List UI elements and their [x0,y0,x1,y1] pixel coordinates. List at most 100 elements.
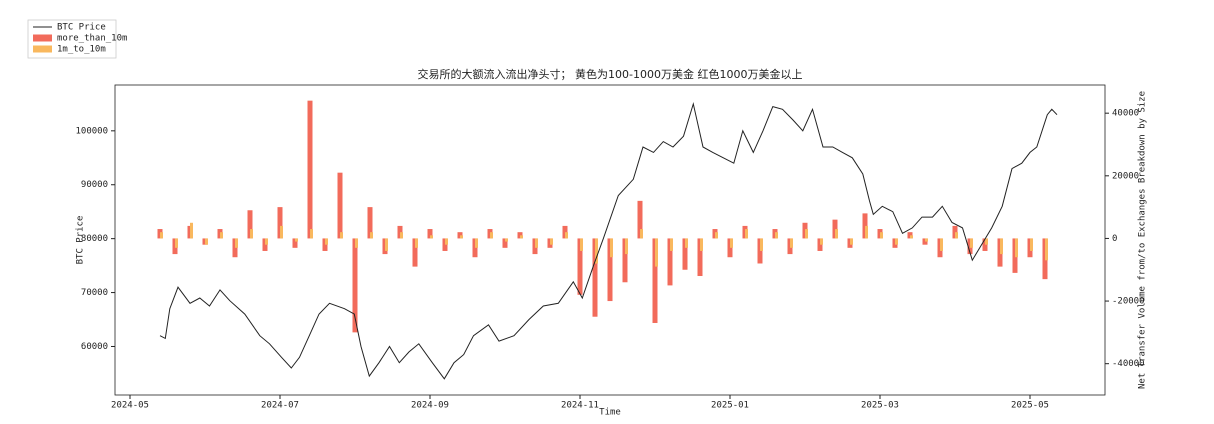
y-tick-label: 70000 [81,288,108,298]
y-tick-label: 90000 [81,180,108,190]
bar [607,238,613,302]
bar [490,232,493,239]
bar [640,229,643,239]
bar [337,172,343,239]
bar [1015,238,1018,258]
bar [580,238,583,251]
y2-tick-label: 40000 [1112,109,1139,119]
bar [277,207,283,239]
bar [865,225,868,239]
bar [220,232,223,239]
bar [367,207,373,239]
bar [697,238,703,277]
legend-label: BTC Price [57,23,106,33]
bar [667,238,673,286]
bar [955,232,958,239]
y-tick-label: 80000 [81,234,108,244]
bar [760,238,763,251]
bar [520,235,523,239]
bar [625,238,628,255]
bar [745,229,748,239]
bar [637,200,643,239]
bar [670,238,673,251]
plot-frame [114,84,1106,396]
y2-tick-label: 20000 [1112,171,1139,181]
bar [775,232,778,239]
bar [595,238,598,264]
bar [385,238,388,251]
bar [1000,238,1003,255]
bar [175,238,178,248]
bar [190,222,193,239]
bar [985,238,988,245]
bar [502,238,508,248]
bar [415,238,418,248]
x-tick-label: 2024-11 [561,401,599,411]
x-tick-label: 2024-09 [411,401,449,411]
y-tick-label: 60000 [81,342,108,352]
bar [247,210,253,239]
x-tick-label: 2025-01 [711,401,749,411]
y-axis-label: BTC Price [76,216,86,265]
bar [850,238,853,245]
legend-swatch [33,45,52,53]
x-tick-label: 2024-07 [261,401,299,411]
bar [700,238,703,251]
bar [430,235,433,239]
x-tick-label: 2024-05 [111,401,149,411]
bar [370,232,373,239]
legend-swatch [33,34,52,42]
bar [340,232,343,239]
bar [280,225,283,239]
bar [400,232,403,239]
bar [592,238,598,317]
bar [412,238,418,267]
y2-tick-label: 0 [1112,234,1117,244]
bar [445,238,448,245]
bar [880,232,883,239]
legend-label: more_than_10m [57,34,127,44]
bar [475,238,478,248]
price-line [159,101,1058,380]
y-tick-label: 100000 [75,126,108,136]
bar [295,238,298,242]
bar [730,238,733,248]
bar [790,238,793,248]
bar [970,238,973,248]
bar [925,238,928,242]
bar [805,229,808,239]
bar [820,238,823,245]
bar [235,238,238,248]
x-tick-label: 2025-03 [861,401,899,411]
bar [550,238,553,245]
bar [310,229,313,239]
bar [355,238,358,248]
bar [895,238,898,245]
bar [655,238,658,267]
bar [160,232,163,239]
y2-tick-label: -40000 [1112,359,1145,369]
bar [652,238,658,323]
x-axis-label: Time [599,408,621,418]
chart-title: 交易所的大额流入流出净头寸； 黄色为100-1000万美金 红色1000万美金以… [418,67,803,81]
bar [1030,238,1033,251]
bar [715,232,718,239]
bar [685,238,688,248]
bar [1045,238,1048,261]
bar [460,235,463,239]
bar [427,229,433,239]
bar [577,238,583,295]
x-tick-label: 2025-05 [1011,401,1049,411]
bar [565,232,568,239]
bar [292,238,298,248]
bar [505,238,508,242]
bar [307,100,313,239]
bar [205,238,208,245]
bar [910,235,913,239]
bar [835,229,838,239]
y2-axis-label: Net Transfer Volume from/to Exchanges Br… [1138,91,1148,389]
bar [265,238,268,245]
bar [940,238,943,251]
bar [535,238,538,248]
